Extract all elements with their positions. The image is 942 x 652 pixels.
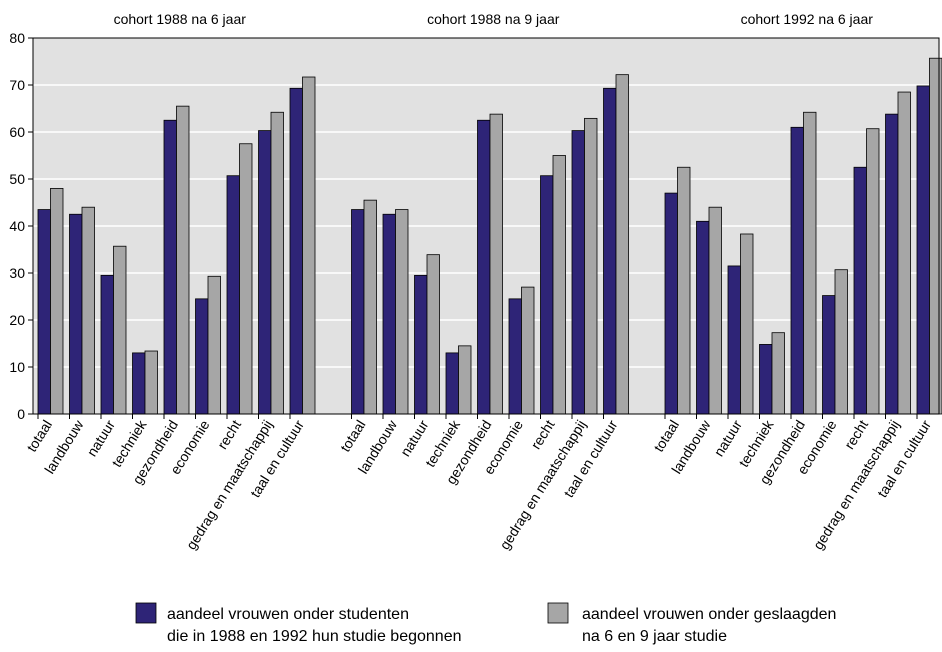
y-tick-label: 40: [9, 218, 25, 234]
bar-students: [790, 126, 804, 415]
x-tick-label: recht: [527, 417, 557, 452]
bar-graduates: [239, 143, 253, 415]
bar-graduates: [584, 117, 598, 415]
bar-students: [382, 213, 396, 415]
x-tick-label: totaal: [23, 417, 55, 455]
bar-graduates: [803, 111, 817, 415]
legend-item-graduates: aandeel vrouwen onder geslaagden na 6 en…: [547, 602, 836, 645]
bar-graduates: [176, 105, 190, 415]
bar-students: [727, 265, 741, 415]
bar-students: [853, 166, 867, 415]
bar-students: [132, 352, 146, 415]
bar-graduates: [113, 245, 127, 415]
bar-graduates: [866, 128, 880, 415]
y-tick-label: 60: [9, 124, 25, 140]
y-tick-label: 10: [9, 359, 25, 375]
y-tick-label: 70: [9, 77, 25, 93]
y-tick-label: 0: [17, 406, 25, 422]
bar-graduates: [708, 206, 722, 415]
bar-graduates: [677, 166, 691, 415]
bar-students: [37, 209, 51, 415]
x-axis: totaallandbouwnatuurtechniekgezondheidec…: [23, 414, 934, 552]
bar-students: [414, 274, 428, 415]
y-tick-label: 50: [9, 171, 25, 187]
panel-titles: cohort 1988 na 6 jaar cohort 1988 na 9 ja…: [114, 11, 874, 27]
bar-students: [226, 175, 240, 415]
bars: [37, 57, 942, 415]
bar-graduates: [521, 286, 535, 415]
bar-graduates: [144, 350, 158, 415]
bar-students: [163, 119, 177, 415]
bar-students: [351, 209, 365, 415]
bar-students: [289, 87, 303, 415]
bar-graduates: [771, 332, 785, 415]
y-axis: 0 10 20 30 40 50 60 70 80: [9, 30, 33, 422]
x-tick-label: totaal: [650, 417, 682, 455]
bar-students: [759, 344, 773, 415]
bar-students: [696, 220, 710, 415]
bar-graduates: [81, 206, 95, 415]
x-tick-label: recht: [214, 417, 244, 452]
legend-label-students-line2: die in 1988 en 1992 hun studie begonnen: [167, 628, 461, 645]
bar-students: [664, 192, 678, 415]
bar-students: [571, 130, 585, 415]
legend-item-students: aandeel vrouwen onder studenten die in 1…: [135, 602, 461, 645]
bar-graduates: [552, 155, 566, 415]
bar-graduates: [363, 199, 377, 415]
bar-graduates: [615, 74, 629, 415]
bar-students: [195, 298, 209, 415]
bar-graduates: [302, 76, 316, 415]
bar-students: [822, 295, 836, 415]
bar-students: [258, 130, 272, 415]
y-tick-label: 80: [9, 30, 25, 46]
bar-graduates: [207, 275, 221, 415]
panel-title: cohort 1988 na 9 jaar: [427, 11, 560, 27]
bar-students: [69, 213, 83, 415]
bar-graduates: [834, 269, 848, 415]
panel-title: cohort 1992 na 6 jaar: [741, 11, 874, 27]
bar-students: [916, 85, 930, 415]
y-tick-label: 30: [9, 265, 25, 281]
bar-students: [445, 352, 459, 415]
x-tick-label: totaal: [337, 417, 369, 455]
bar-graduates: [50, 187, 64, 415]
bar-students: [100, 274, 114, 415]
bar-graduates: [458, 345, 472, 415]
legend-swatch-graduates: [547, 602, 569, 624]
bar-graduates: [489, 113, 503, 415]
x-tick-label: recht: [841, 417, 871, 452]
bar-graduates: [897, 91, 911, 415]
legend-label-graduates-line1: aandeel vrouwen onder geslaagden: [582, 606, 836, 623]
panel-title: cohort 1988 na 6 jaar: [114, 11, 247, 27]
legend: aandeel vrouwen onder studenten die in 1…: [135, 602, 836, 645]
bar-students: [477, 119, 491, 415]
legend-swatch-students: [135, 602, 157, 624]
y-tick-label: 20: [9, 312, 25, 328]
bar-graduates: [426, 254, 440, 415]
bar-graduates: [740, 233, 754, 415]
bar-students: [885, 113, 899, 415]
legend-label-graduates-line2: na 6 en 9 jaar studie: [582, 628, 727, 645]
bar-students: [508, 298, 522, 415]
legend-label-students-line1: aandeel vrouwen onder studenten: [167, 606, 409, 623]
bar-graduates: [395, 209, 409, 415]
bar-students: [540, 175, 554, 415]
bar-graduates: [929, 57, 942, 415]
bar-students: [603, 87, 617, 415]
bar-graduates: [270, 111, 284, 415]
